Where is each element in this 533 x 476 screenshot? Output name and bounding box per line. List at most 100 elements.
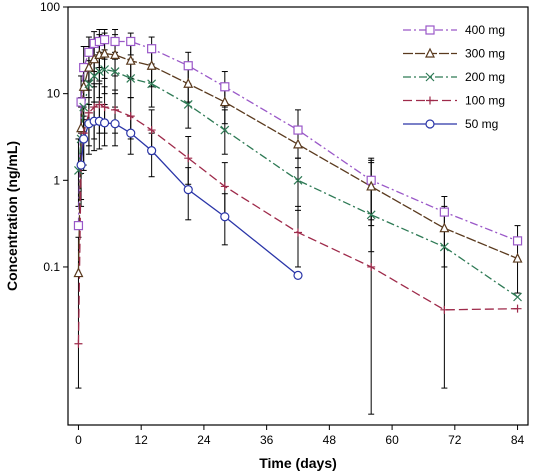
series-line-50-mg	[80, 120, 299, 276]
data-point-100-mg	[367, 262, 376, 271]
legend-item-100-mg: 100 mg	[403, 94, 505, 108]
legend-item-50-mg: 50 mg	[403, 117, 498, 131]
data-point-200-mg	[366, 210, 376, 220]
x-tick-label: 60	[385, 433, 399, 447]
axis-ticks: 0 12 24 36 48 60 72 84 0.1 1 10 100	[40, 0, 525, 447]
x-tick-label: 12	[135, 433, 149, 447]
data-point-100-mg	[111, 105, 120, 114]
data-point-100-mg	[147, 126, 156, 135]
data-point-100-mg	[95, 100, 104, 109]
data-point-300-mg	[293, 138, 303, 149]
legend-marker	[425, 25, 435, 35]
y-tick-label: 100	[40, 0, 60, 14]
x-tick-label: 48	[323, 433, 337, 447]
data-point-300-mg	[366, 180, 377, 191]
data-point-200-mg	[220, 125, 230, 135]
data-point-100-mg	[100, 103, 109, 112]
data-point-400-mg	[147, 44, 157, 54]
legend-label: 50 mg	[465, 117, 498, 131]
legend-marker	[425, 119, 435, 129]
data-point-100-mg	[74, 339, 83, 348]
series-line-400-mg	[77, 38, 518, 242]
data-point-100-mg	[513, 304, 522, 313]
x-tick-label: 72	[448, 433, 462, 447]
data-point-400-mg	[293, 125, 303, 135]
data-point-50-mg	[79, 134, 89, 144]
data-point-400-mg	[99, 35, 110, 45]
data-point-200-mg	[100, 65, 110, 74]
y-tick-label: 10	[47, 87, 61, 101]
data-point-400-mg	[110, 36, 120, 47]
data-point-100-mg	[84, 108, 93, 117]
data-point-100-mg	[294, 228, 302, 237]
data-point-200-mg	[293, 175, 303, 185]
y-tick-label: 1	[53, 173, 60, 187]
x-tick-label: 84	[511, 433, 525, 447]
data-point-200-mg	[183, 100, 193, 109]
data-point-400-mg	[84, 47, 94, 57]
data-point-400-mg	[183, 61, 193, 71]
series-line-200-mg	[77, 68, 518, 298]
legend-label: 300 mg	[465, 47, 505, 61]
legend-label: 400 mg	[465, 23, 505, 37]
legend-marker	[425, 47, 435, 58]
data-point-200-mg	[84, 79, 94, 89]
data-point-200-mg	[79, 102, 89, 112]
data-point-200-mg	[126, 73, 136, 83]
data-point-200-mg	[94, 67, 104, 76]
legend-marker	[425, 72, 435, 82]
data-point-300-mg	[125, 54, 136, 65]
legend-label: 100 mg	[465, 94, 505, 108]
data-point-100-mg	[126, 112, 135, 121]
data-point-400-mg	[512, 236, 523, 246]
data-point-300-mg	[110, 49, 121, 60]
series-markers	[73, 35, 523, 348]
legend-label: 200 mg	[465, 70, 505, 84]
data-point-50-mg	[220, 212, 230, 222]
data-point-200-mg	[513, 292, 522, 302]
data-point-300-mg	[512, 252, 523, 263]
legend-item-200-mg: 200 mg	[403, 70, 505, 84]
data-point-400-mg	[73, 221, 84, 231]
data-point-300-mg	[183, 77, 194, 88]
error-bars	[75, 28, 521, 415]
data-point-300-mg	[83, 61, 94, 72]
data-point-200-mg	[439, 242, 449, 252]
data-point-50-mg	[126, 128, 136, 138]
data-point-100-mg	[220, 182, 229, 191]
plot-frame	[67, 6, 529, 426]
data-point-100-mg	[440, 305, 449, 314]
legend-marker	[426, 96, 434, 105]
data-point-400-mg	[220, 82, 230, 92]
data-point-300-mg	[73, 267, 84, 278]
data-point-100-mg	[90, 103, 99, 112]
data-point-400-mg	[439, 207, 449, 217]
x-tick-label: 36	[260, 433, 274, 447]
x-axis-title: Time (days)	[259, 455, 337, 471]
data-point-50-mg	[183, 185, 193, 195]
x-tick-label: 0	[75, 433, 82, 447]
y-axis-title: Concentration (ng/mL)	[4, 141, 20, 291]
data-point-50-mg	[76, 160, 86, 170]
data-point-300-mg	[76, 122, 87, 133]
y-tick-label: 0.1	[43, 260, 60, 274]
data-point-300-mg	[99, 47, 110, 58]
data-point-400-mg	[126, 36, 136, 47]
data-point-200-mg	[147, 79, 157, 89]
data-point-50-mg	[110, 119, 120, 129]
legend-item-300-mg: 300 mg	[403, 47, 505, 61]
data-point-50-mg	[293, 270, 303, 280]
legend-item-400-mg: 400 mg	[403, 23, 505, 37]
legend: 400 mg 300 mg 200 mg 100 mg 50 mg	[403, 23, 505, 131]
data-point-200-mg	[110, 67, 120, 76]
data-point-300-mg	[439, 222, 450, 233]
data-point-50-mg	[99, 118, 110, 128]
series-line-300-mg	[77, 52, 518, 274]
data-point-100-mg	[184, 154, 193, 163]
data-point-300-mg	[146, 59, 157, 70]
data-point-50-mg	[147, 146, 157, 156]
x-tick-label: 24	[197, 433, 211, 447]
data-point-400-mg	[76, 97, 86, 107]
data-point-300-mg	[219, 96, 230, 107]
